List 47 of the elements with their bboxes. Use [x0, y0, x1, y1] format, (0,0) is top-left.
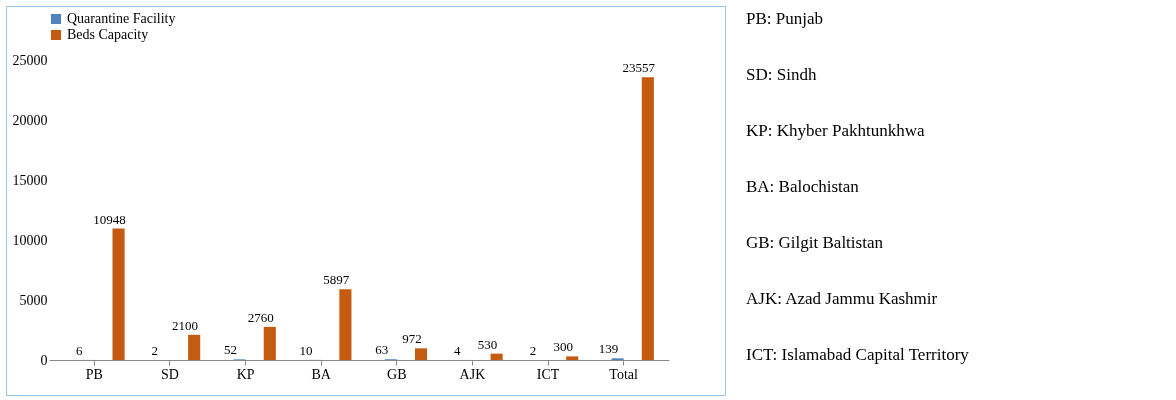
- data-label: 300: [553, 339, 573, 355]
- data-label: 63: [375, 342, 389, 358]
- bar: [566, 356, 579, 360]
- bar: [490, 353, 503, 360]
- data-label: 972: [402, 331, 422, 347]
- text: BA: Balochistan: [746, 176, 860, 198]
- y-tick-label: 15000: [12, 172, 48, 188]
- data-label: 2100: [172, 317, 199, 333]
- data-label: 5897: [323, 272, 350, 288]
- x-tick-label: GB: [387, 366, 407, 382]
- x-tick-label: Total: [609, 366, 639, 382]
- data-label: 139: [598, 341, 619, 357]
- x-tick-label: KP: [236, 366, 255, 382]
- data-label: 4: [454, 342, 462, 358]
- legend-label: Beds Capacity: [67, 27, 149, 42]
- data-label: 530: [477, 336, 498, 352]
- x-tick-label: BA: [311, 366, 332, 382]
- data-label: 52: [223, 342, 237, 358]
- data-label: 2760: [247, 309, 274, 325]
- text: PB: Punjab: [746, 8, 824, 30]
- data-label: 10: [299, 342, 313, 358]
- bar: [641, 77, 654, 360]
- x-tick-label: SD: [161, 366, 179, 382]
- bar: [339, 289, 352, 360]
- data-label: 2: [151, 342, 159, 358]
- bar: [188, 334, 201, 360]
- data-label: 10948: [93, 211, 126, 227]
- x-tick-label: PB: [85, 366, 103, 382]
- data-label: 6: [75, 342, 83, 358]
- text: SD: Sindh: [746, 64, 818, 86]
- y-tick-label: 25000: [12, 52, 48, 68]
- y-tick-label: 0: [40, 352, 48, 368]
- y-tick-label: 5000: [19, 292, 48, 308]
- x-tick-label: ICT: [536, 366, 560, 382]
- text: AJK: Azad Jammu Kashmir: [746, 288, 939, 310]
- bar: [414, 348, 428, 360]
- y-tick-label: 10000: [12, 232, 48, 248]
- text: KP: Khyber Pakhtunkhwa: [746, 120, 926, 142]
- legend-label: Quarantine Facility: [67, 11, 176, 26]
- text: GB: Gilgit Baltistan: [746, 232, 884, 254]
- bar: [112, 228, 125, 360]
- bar: [263, 326, 276, 360]
- text: ICT: Islamabad Capital Territory: [746, 344, 969, 366]
- x-tick-label: AJK: [459, 366, 486, 382]
- data-label: 23557: [622, 60, 656, 76]
- y-tick-label: 20000: [12, 112, 48, 128]
- data-label: 2: [529, 342, 537, 358]
